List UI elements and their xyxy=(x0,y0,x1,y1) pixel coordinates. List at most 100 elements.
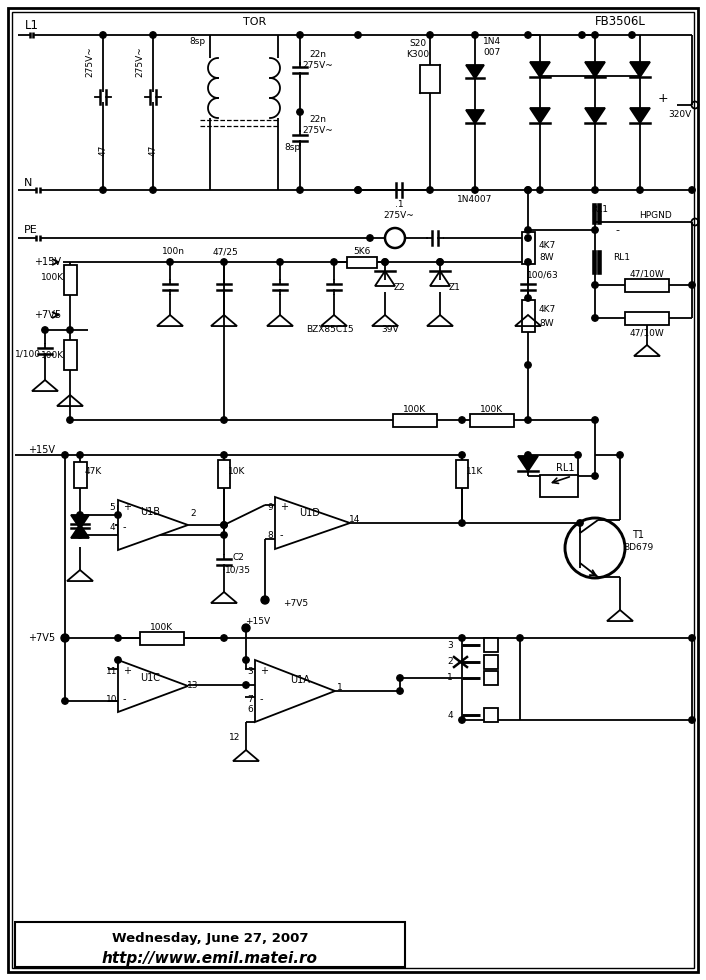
Text: 47/10W: 47/10W xyxy=(630,270,664,278)
Text: 4: 4 xyxy=(447,710,453,719)
Circle shape xyxy=(592,282,598,288)
Circle shape xyxy=(261,596,269,604)
Bar xyxy=(347,257,377,268)
Circle shape xyxy=(459,452,465,459)
Text: +7V5: +7V5 xyxy=(34,310,61,320)
Text: U1B: U1B xyxy=(140,507,160,517)
Circle shape xyxy=(100,31,106,38)
Text: 275V~: 275V~ xyxy=(303,126,333,135)
Circle shape xyxy=(221,452,227,459)
Circle shape xyxy=(115,512,121,518)
Text: 11K: 11K xyxy=(466,466,484,475)
Bar xyxy=(540,475,578,497)
Text: 100K: 100K xyxy=(150,622,174,631)
Text: RL1: RL1 xyxy=(614,253,630,262)
Text: 2: 2 xyxy=(447,658,453,666)
Circle shape xyxy=(525,235,531,241)
Text: U1C: U1C xyxy=(140,673,160,683)
Text: 12: 12 xyxy=(229,732,241,742)
Text: 3: 3 xyxy=(247,666,253,675)
Text: +7V5: +7V5 xyxy=(28,633,55,643)
Bar xyxy=(522,300,535,332)
Text: T1: T1 xyxy=(632,530,644,540)
Text: -: - xyxy=(260,694,263,704)
Text: 39V: 39V xyxy=(381,325,399,334)
Text: 10/35: 10/35 xyxy=(225,565,251,574)
Text: 1N4007: 1N4007 xyxy=(457,195,493,205)
Polygon shape xyxy=(466,65,484,78)
Circle shape xyxy=(221,532,227,538)
Text: .1: .1 xyxy=(395,201,403,210)
Text: 10K: 10K xyxy=(228,466,246,475)
Text: -: - xyxy=(280,530,284,540)
Polygon shape xyxy=(118,500,188,550)
Circle shape xyxy=(67,416,73,423)
Text: HPGND: HPGND xyxy=(639,211,671,220)
Text: Z2: Z2 xyxy=(394,283,406,292)
Bar xyxy=(64,265,77,295)
Circle shape xyxy=(437,259,443,266)
Bar xyxy=(484,638,498,652)
Circle shape xyxy=(525,187,531,193)
Text: 4K7: 4K7 xyxy=(539,240,556,250)
Circle shape xyxy=(592,187,598,193)
Circle shape xyxy=(100,187,106,193)
Circle shape xyxy=(77,452,83,459)
Text: 9: 9 xyxy=(267,503,273,512)
Circle shape xyxy=(297,31,303,38)
Circle shape xyxy=(77,532,83,538)
Text: 6: 6 xyxy=(247,706,253,714)
Text: 10: 10 xyxy=(106,695,118,704)
Circle shape xyxy=(525,362,531,368)
Polygon shape xyxy=(630,108,650,123)
Text: L1: L1 xyxy=(25,20,39,32)
Circle shape xyxy=(689,187,695,193)
Text: 4: 4 xyxy=(109,522,115,531)
Circle shape xyxy=(62,635,68,641)
Text: Z1: Z1 xyxy=(449,283,461,292)
Bar xyxy=(470,414,514,427)
Circle shape xyxy=(382,259,388,266)
Circle shape xyxy=(331,259,337,266)
Text: 4K7: 4K7 xyxy=(539,306,556,315)
Bar xyxy=(74,462,87,488)
Text: K300: K300 xyxy=(407,51,429,60)
Text: 5K6: 5K6 xyxy=(353,248,371,257)
Text: 8: 8 xyxy=(267,530,273,540)
Circle shape xyxy=(689,635,695,641)
Circle shape xyxy=(427,31,433,38)
Circle shape xyxy=(689,282,695,288)
Bar xyxy=(484,671,498,685)
Circle shape xyxy=(617,452,623,459)
Polygon shape xyxy=(585,108,605,123)
Circle shape xyxy=(42,326,48,333)
Bar xyxy=(64,340,77,370)
Polygon shape xyxy=(275,497,350,549)
Polygon shape xyxy=(518,456,538,471)
Polygon shape xyxy=(255,660,335,722)
Text: +: + xyxy=(123,666,131,676)
Circle shape xyxy=(472,31,478,38)
Circle shape xyxy=(459,716,465,723)
Text: +15V: +15V xyxy=(28,445,55,455)
Text: N: N xyxy=(24,178,32,188)
Circle shape xyxy=(592,315,598,321)
Text: 100K: 100K xyxy=(481,405,503,414)
Circle shape xyxy=(517,635,523,641)
Circle shape xyxy=(115,635,121,641)
Text: 13: 13 xyxy=(187,680,199,690)
Circle shape xyxy=(579,31,585,38)
Text: 320V: 320V xyxy=(669,111,692,120)
Text: -: - xyxy=(123,694,126,704)
Bar xyxy=(140,632,184,645)
Text: 22n: 22n xyxy=(309,116,326,124)
Text: 8sp: 8sp xyxy=(189,37,205,46)
Circle shape xyxy=(537,187,543,193)
Circle shape xyxy=(397,675,403,681)
Text: 47K: 47K xyxy=(85,467,102,476)
Circle shape xyxy=(459,519,465,526)
Circle shape xyxy=(355,187,361,193)
Text: +: + xyxy=(657,92,668,106)
Text: 47/10W: 47/10W xyxy=(630,328,664,337)
Circle shape xyxy=(525,226,531,233)
